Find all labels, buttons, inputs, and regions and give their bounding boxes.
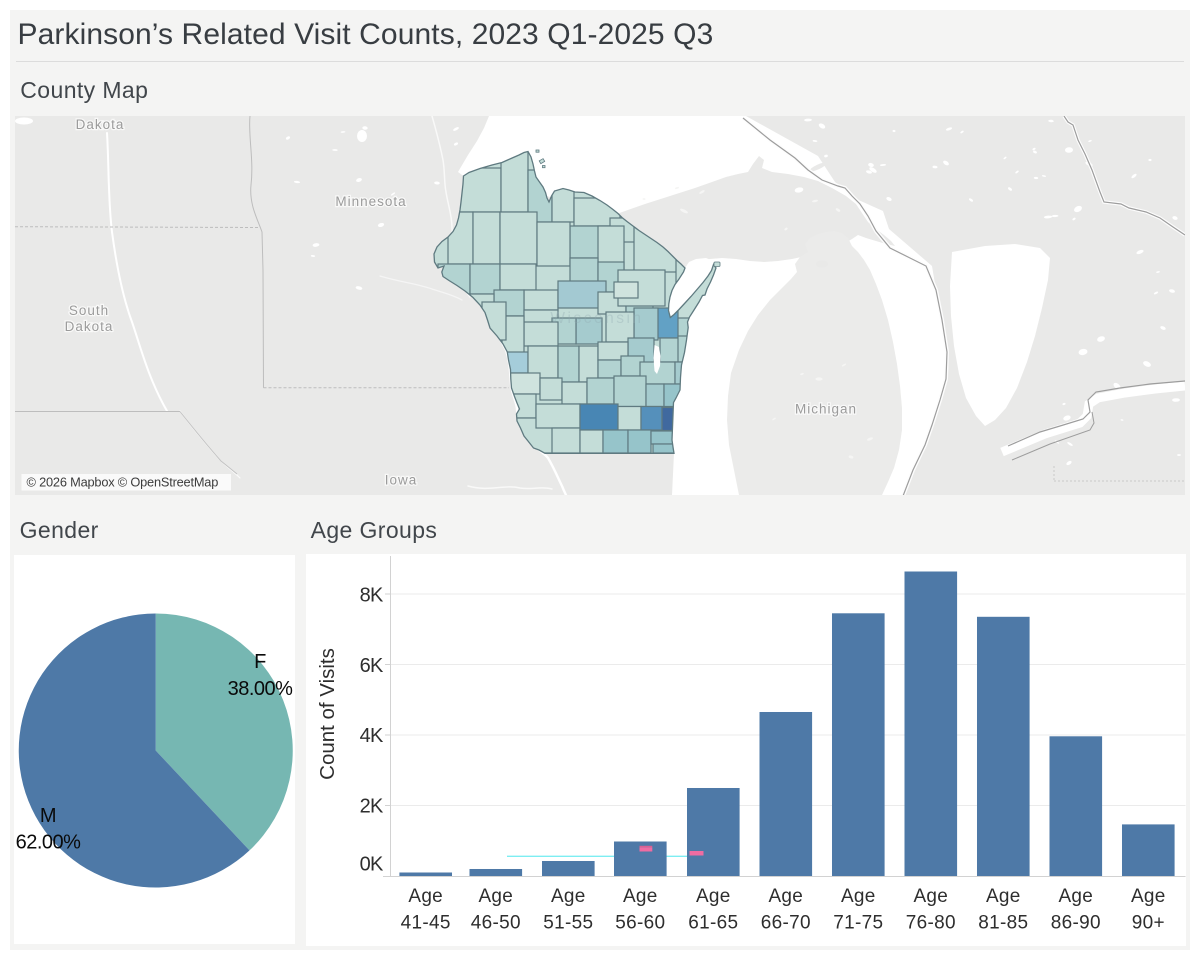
svg-text:Age: Age — [1131, 886, 1166, 907]
svg-text:38.00%: 38.00% — [228, 678, 294, 700]
svg-text:Age: Age — [913, 886, 948, 907]
svg-text:Dakota: Dakota — [76, 117, 125, 132]
svg-text:2K: 2K — [360, 795, 384, 817]
svg-text:Age: Age — [478, 886, 513, 907]
svg-text:Age: Age — [696, 886, 731, 907]
svg-text:Dakota: Dakota — [65, 319, 114, 334]
svg-text:Age: Age — [841, 886, 876, 907]
svg-text:Age: Age — [1058, 886, 1093, 907]
svg-text:Age: Age — [408, 886, 443, 907]
svg-text:South: South — [69, 303, 109, 318]
svg-text:Iowa: Iowa — [385, 473, 418, 488]
svg-text:62.00%: 62.00% — [16, 832, 82, 854]
svg-text:Minnesota: Minnesota — [335, 194, 406, 209]
svg-text:41-45: 41-45 — [401, 913, 451, 934]
svg-text:© 2026 Mapbox © OpenStreetMap: © 2026 Mapbox © OpenStreetMap — [27, 475, 219, 490]
svg-text:46-50: 46-50 — [471, 913, 521, 934]
svg-text:4K: 4K — [360, 725, 384, 747]
svg-text:0K: 0K — [360, 853, 384, 875]
svg-text:Age: Age — [768, 886, 803, 907]
svg-text:Michigan: Michigan — [795, 402, 857, 417]
svg-text:F: F — [254, 651, 266, 673]
svg-text:56-60: 56-60 — [615, 913, 665, 934]
svg-text:6K: 6K — [360, 655, 384, 677]
svg-text:86-90: 86-90 — [1051, 913, 1101, 934]
svg-text:M: M — [40, 805, 56, 827]
svg-text:Age: Age — [551, 886, 586, 907]
svg-text:76-80: 76-80 — [906, 913, 956, 934]
svg-text:81-85: 81-85 — [978, 913, 1028, 934]
svg-text:66-70: 66-70 — [761, 913, 811, 934]
svg-text:71-75: 71-75 — [833, 913, 883, 934]
svg-text:Age: Age — [623, 886, 658, 907]
svg-text:8K: 8K — [360, 584, 384, 606]
svg-text:51-55: 51-55 — [543, 913, 593, 934]
svg-text:Age: Age — [986, 886, 1021, 907]
svg-text:Wisconsin: Wisconsin — [550, 310, 643, 327]
svg-text:61-65: 61-65 — [688, 913, 738, 934]
svg-text:Count of Visits: Count of Visits — [316, 648, 339, 780]
svg-text:90+: 90+ — [1132, 913, 1165, 934]
